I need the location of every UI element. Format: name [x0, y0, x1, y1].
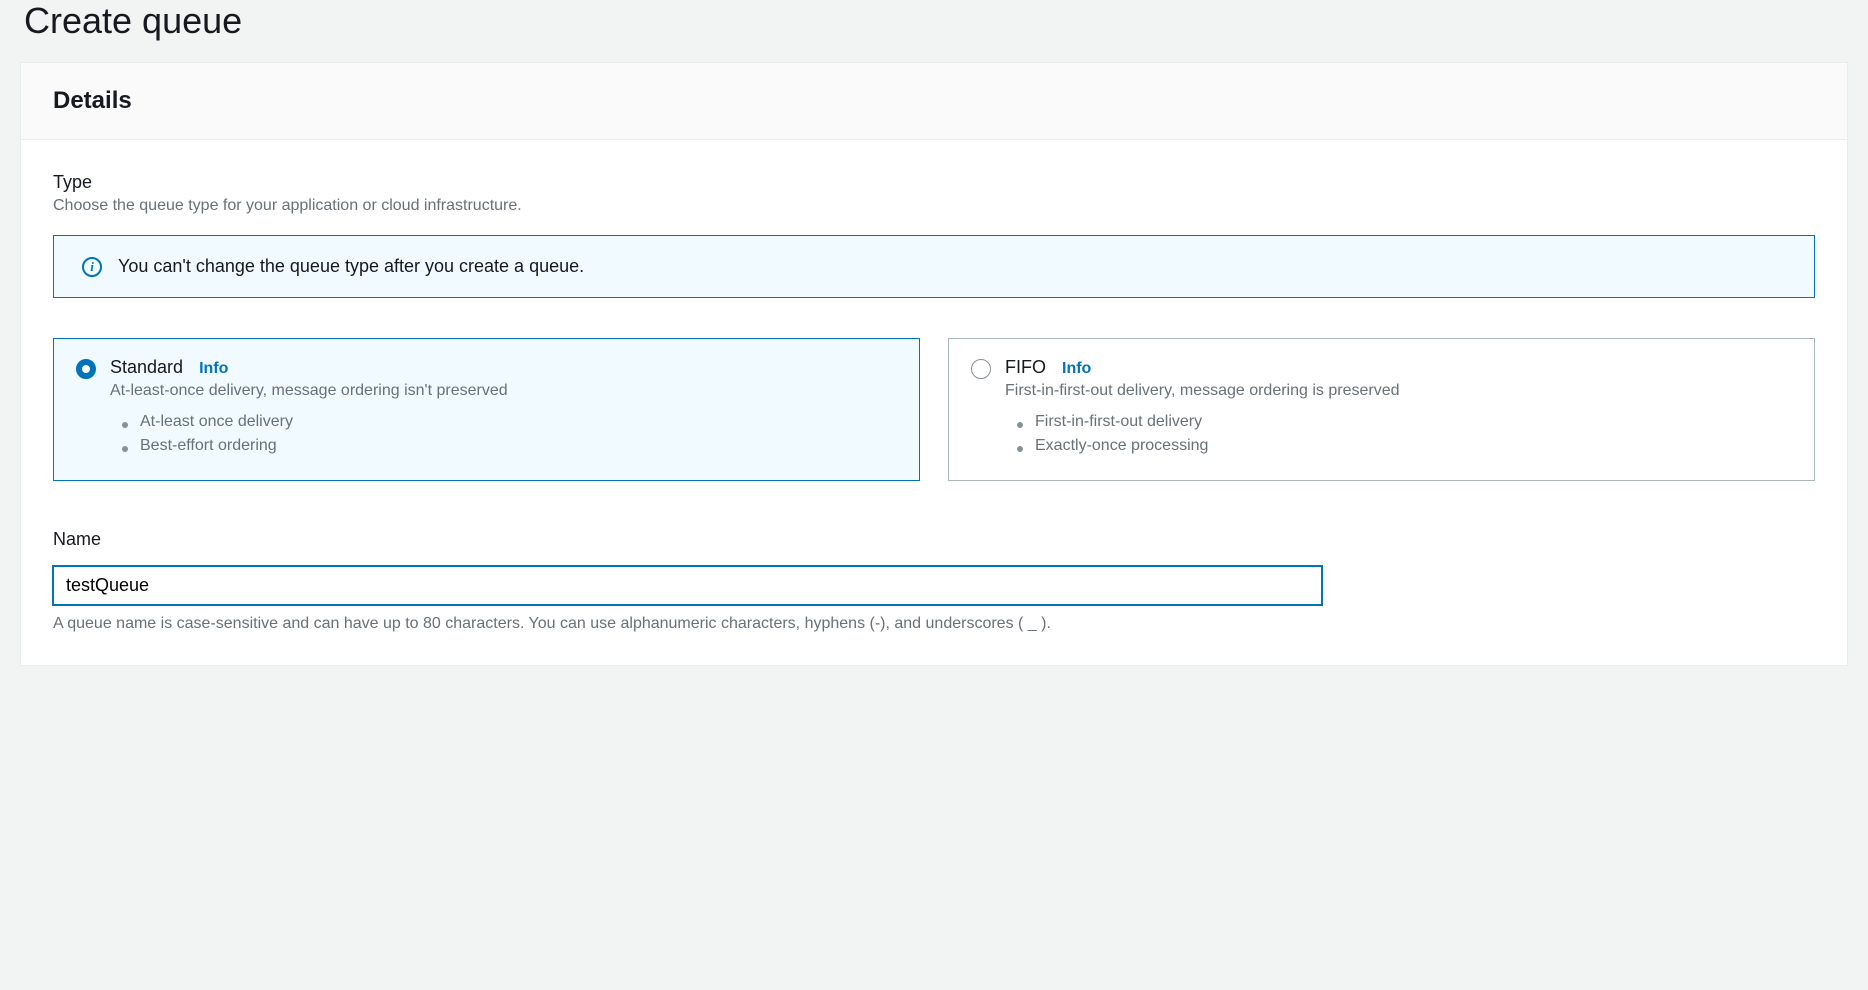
list-item: At-least once delivery: [118, 410, 897, 434]
type-info-alert: i You can't change the queue type after …: [53, 235, 1815, 298]
queue-type-fifo-card[interactable]: FIFO Info First-in-first-out delivery, m…: [948, 338, 1815, 481]
radio-title-row: FIFO Info: [1005, 357, 1792, 378]
type-description: Choose the queue type for your applicati…: [53, 197, 1815, 215]
radio-indicator: [971, 359, 991, 379]
fifo-info-link[interactable]: Info: [1062, 360, 1091, 378]
fifo-description: First-in-first-out delivery, message ord…: [1005, 382, 1792, 400]
queue-type-standard-card[interactable]: Standard Info At-least-once delivery, me…: [53, 338, 920, 481]
type-label: Type: [53, 172, 1815, 193]
list-item: First-in-first-out delivery: [1013, 410, 1792, 434]
panel-header-title: Details: [53, 87, 1815, 115]
radio-content: FIFO Info First-in-first-out delivery, m…: [1005, 357, 1792, 458]
standard-title: Standard: [110, 357, 183, 378]
list-item: Exactly-once processing: [1013, 434, 1792, 458]
name-label: Name: [53, 529, 1815, 550]
panel-header: Details: [21, 63, 1847, 140]
standard-info-link[interactable]: Info: [199, 360, 228, 378]
type-section: Type Choose the queue type for your appl…: [53, 172, 1815, 481]
details-panel: Details Type Choose the queue type for y…: [20, 62, 1848, 666]
standard-description: At-least-once delivery, message ordering…: [110, 382, 897, 400]
queue-name-input[interactable]: [53, 566, 1322, 605]
list-item: Best-effort ordering: [118, 434, 897, 458]
radio-content: Standard Info At-least-once delivery, me…: [110, 357, 897, 458]
info-icon: i: [82, 257, 102, 277]
create-queue-page: Create queue Details Type Choose the que…: [0, 0, 1868, 666]
panel-body: Type Choose the queue type for your appl…: [21, 140, 1847, 665]
type-alert-text: You can't change the queue type after yo…: [118, 256, 584, 277]
fifo-bullets: First-in-first-out delivery Exactly-once…: [1005, 410, 1792, 458]
queue-type-radio-group: Standard Info At-least-once delivery, me…: [53, 338, 1815, 481]
name-help-text: A queue name is case-sensitive and can h…: [53, 615, 1815, 633]
name-section: Name A queue name is case-sensitive and …: [53, 529, 1815, 633]
radio-title-row: Standard Info: [110, 357, 897, 378]
radio-indicator: [76, 359, 96, 379]
page-title: Create queue: [0, 0, 1868, 62]
standard-bullets: At-least once delivery Best-effort order…: [110, 410, 897, 458]
fifo-title: FIFO: [1005, 357, 1046, 378]
